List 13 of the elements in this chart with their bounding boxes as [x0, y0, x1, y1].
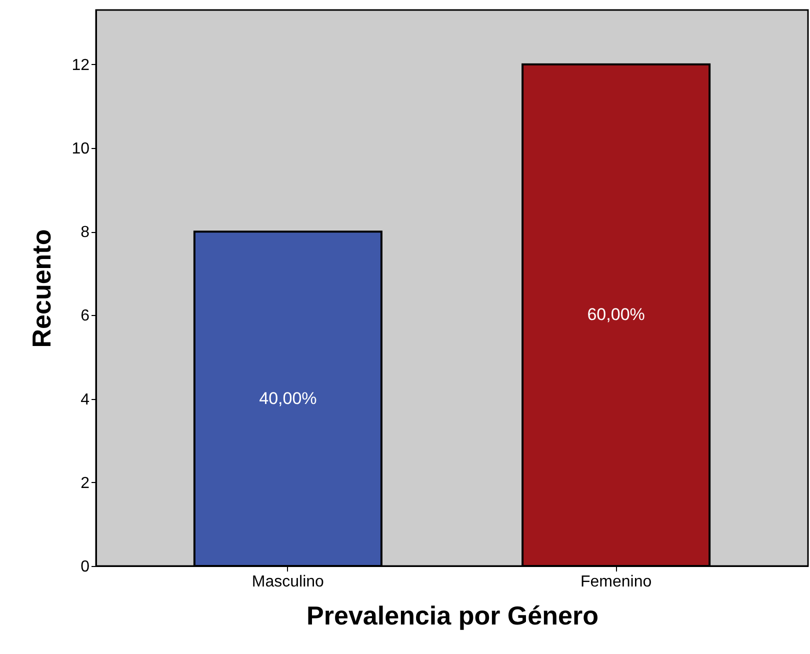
x-tick-label: Masculino — [252, 574, 324, 590]
x-tick-label: Femenino — [580, 574, 652, 590]
annotation: 40,00% — [259, 388, 317, 408]
y-tick-label: 0 — [80, 558, 90, 576]
y-axis-title: Recuento — [26, 229, 57, 348]
y-tick-label: 12 — [72, 56, 90, 74]
x-axis-title: Prevalencia por Género — [306, 600, 598, 630]
y-tick-label: 4 — [80, 391, 90, 408]
y-tick-label: 2 — [80, 474, 90, 492]
y-tick-label: 10 — [72, 140, 90, 158]
y-tick-label: 8 — [80, 224, 90, 242]
annotation: 60,00% — [587, 305, 645, 324]
y-tick-label: 6 — [80, 308, 90, 325]
